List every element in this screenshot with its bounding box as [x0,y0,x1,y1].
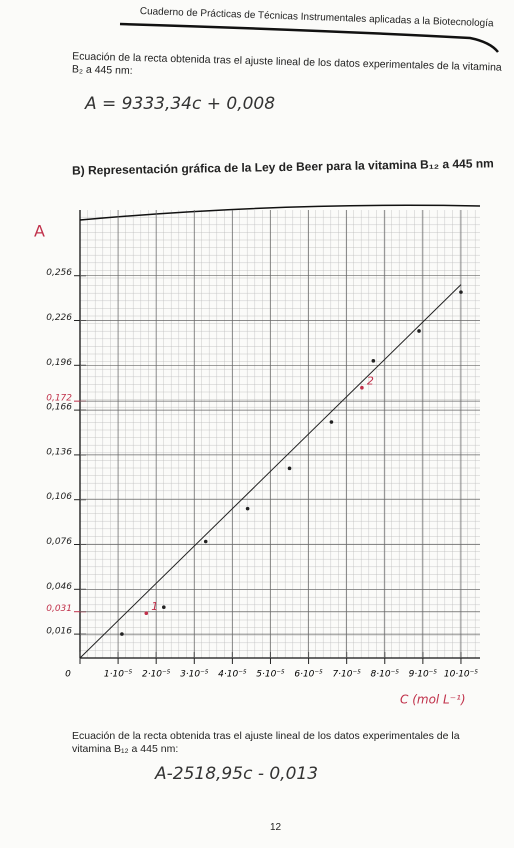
y-tick-label: 0,196 [46,358,72,368]
x-tick-label: 10·10⁻⁵ [444,670,479,680]
data-point [162,605,166,610]
x-axis-label: C (mol L⁻¹) [400,693,466,707]
y-tick-label: 0,016 [46,627,72,637]
section-title: B) Representación gráfica de la Ley de B… [71,156,494,178]
x-tick-label: 6·10⁻⁵ [294,670,323,680]
y-tick-label: 0,031 [46,604,72,614]
header-rule [119,22,499,53]
equation: A = 9333,34c + 0,008 [85,94,276,114]
data-point [329,420,334,424]
y-tick-label: 0,076 [46,537,72,547]
x-tick-label: 0 [65,670,71,680]
x-tick-label: 3·10⁻⁵ [180,670,209,680]
data-point [459,290,463,294]
data-point [203,539,208,544]
x-tick-label: 9·10⁻⁵ [409,670,438,680]
x-tick-label: 7·10⁻⁵ [332,670,361,680]
y-tick-label: 0,136 [46,447,72,457]
y-tick-label: 0,106 [46,492,72,502]
data-point [144,611,149,615]
data-point [287,466,292,471]
x-tick-label: 4·10⁻⁵ [218,670,247,680]
data-point [245,506,250,511]
fit-line [79,284,462,659]
x-tick-label: 5·10⁻⁵ [256,670,285,680]
top-border [79,204,481,221]
x-tick-label: 2·10⁻⁵ [142,670,171,680]
data-point [120,632,124,636]
annotation: 1 [151,600,158,613]
annotation: 2 [367,375,374,388]
header-line [119,22,499,53]
x-tick-label: 8·10⁻⁵ [371,670,400,680]
y-tick-label: 0,172 [46,394,72,404]
x-tick-label: 1·10⁻⁵ [104,670,133,680]
data-point [360,385,364,390]
y-tick-label: 0,046 [46,582,72,592]
chart: A C (mol L⁻¹) 0,016 0,031 0,046 0,076 0,106 0,1… [34,204,481,707]
y-tick-label: 0,226 [46,313,72,323]
equation: A-2518,95c - 0,013 [155,764,319,784]
y-tick-label: 0,256 [46,268,72,278]
y-tick-label: 0,166 [46,403,72,413]
data-point [371,359,376,363]
y-axis-label: A [34,222,45,241]
paragraph: Ecuación de la recta obtenida tras el aj… [72,730,460,755]
page-number: 12 [270,822,282,833]
data-point [417,329,421,333]
